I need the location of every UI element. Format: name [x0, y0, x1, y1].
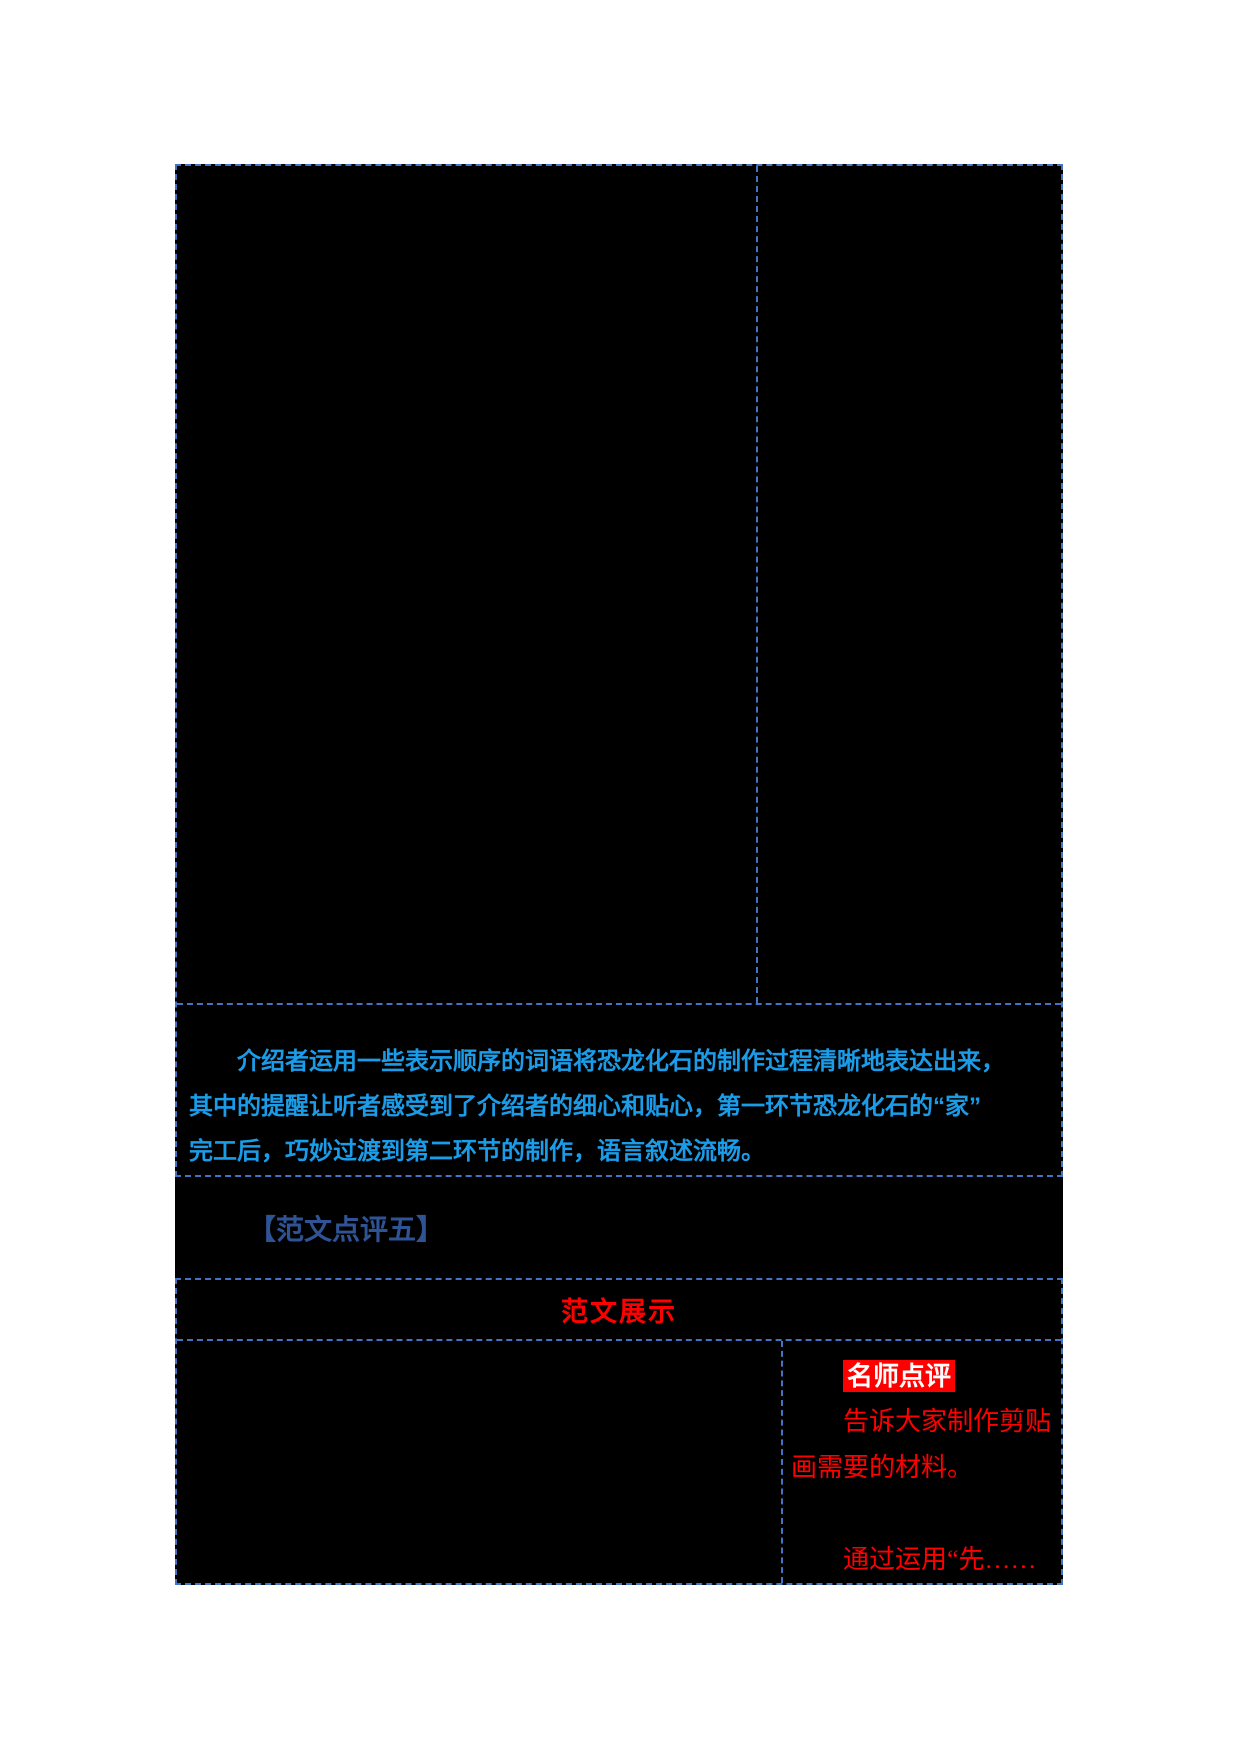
comment-cell: 介绍者运用一些表示顺序的词语将恐龙化石的制作过程清晰地表达出来， 其中的提醒让听… — [177, 1005, 1061, 1175]
review-line-blank — [791, 1491, 1055, 1537]
comment-line-2: 其中的提醒让听者感受到了介绍者的细心和贴心，第一环节恐龙化石的“家” — [189, 1093, 981, 1120]
review-badge-line: 名师点评 — [791, 1353, 1055, 1399]
comment-line-3: 完工后，巧妙过渡到第二环节的制作，语言叙述流畅。 — [189, 1138, 765, 1165]
photo-cell-left — [177, 166, 758, 1003]
review-badge: 名师点评 — [843, 1360, 956, 1392]
photo-row — [177, 166, 1061, 1005]
content-block: 介绍者运用一些表示顺序的词语将恐龙化石的制作过程清晰地表达出来， 其中的提醒让听… — [175, 164, 1063, 1585]
table-essay-display: 范文展示 名师点评 告诉大家制作剪贴 画需要的材料。 通过运用“先…… — [175, 1278, 1063, 1585]
review-line-2: 画需要的材料。 — [791, 1453, 974, 1482]
section-heading: 【范文点评五】 — [248, 1213, 445, 1245]
banner-row: 范文展示 — [177, 1280, 1061, 1341]
banner-title: 范文展示 — [561, 1297, 677, 1327]
photo-cell-right — [758, 166, 1061, 1003]
essay-cell — [177, 1341, 783, 1583]
review-line-1: 告诉大家制作剪贴 — [843, 1407, 1052, 1436]
comment-line-1: 介绍者运用一些表示顺序的词语将恐龙化石的制作过程清晰地表达出来， — [237, 1048, 1005, 1075]
table-sample-review: 介绍者运用一些表示顺序的词语将恐龙化石的制作过程清晰地表达出来， 其中的提醒让听… — [175, 164, 1063, 1177]
section-heading-zone: 【范文点评五】 — [175, 1177, 1063, 1278]
review-line-3: 通过运用“先…… — [843, 1545, 1037, 1574]
essay-body-row: 名师点评 告诉大家制作剪贴 画需要的材料。 通过运用“先…… — [177, 1341, 1061, 1583]
teacher-review-cell: 名师点评 告诉大家制作剪贴 画需要的材料。 通过运用“先…… — [783, 1341, 1061, 1583]
